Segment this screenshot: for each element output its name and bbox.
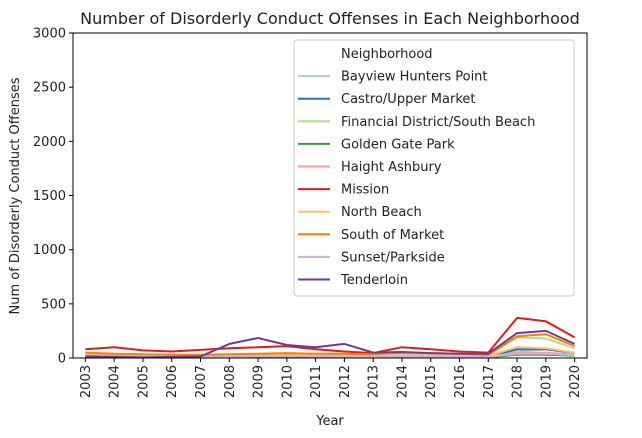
chart-title: Number of Disorderly Conduct Offenses in… xyxy=(80,9,580,28)
x-tick-label: 2018 xyxy=(511,365,526,398)
legend-label-7: South of Market xyxy=(341,228,444,243)
legend-label-2: Financial District/South Beach xyxy=(341,115,535,130)
legend-box xyxy=(293,39,575,297)
legend-title: Neighborhood xyxy=(341,47,433,62)
x-tick-label: 2004 xyxy=(108,365,123,398)
legend-label-3: Golden Gate Park xyxy=(341,137,455,152)
x-tick-label: 2011 xyxy=(309,365,324,398)
x-tick-label: 2012 xyxy=(338,365,353,398)
legend-label-9: Tenderloin xyxy=(340,273,408,288)
legend-label-0: Bayview Hunters Point xyxy=(341,70,488,85)
legend-label-4: Haight Ashbury xyxy=(341,160,442,175)
y-tick-label: 2500 xyxy=(33,81,66,96)
series-line-7 xyxy=(85,333,575,356)
y-tick-label: 2000 xyxy=(33,135,66,150)
x-tick-label: 2005 xyxy=(136,365,151,398)
x-tick-label: 2008 xyxy=(223,365,238,398)
series-line-9 xyxy=(85,329,576,359)
x-tick-label: 2009 xyxy=(252,365,267,398)
y-tick-label: 500 xyxy=(41,297,66,312)
legend-label-1: Castro/Upper Market xyxy=(341,92,476,107)
series-line-5 xyxy=(85,316,576,355)
y-axis-label: Num of Disorderly Conduct Offenses xyxy=(8,77,23,314)
plot-area: 0 500 1000 1500 2000 2500 3000 2003 2004 2005 2006… xyxy=(33,27,588,398)
x-axis-label: Year xyxy=(315,414,344,429)
x-tick-label: 2013 xyxy=(367,365,382,398)
y-tick-label: 1000 xyxy=(33,243,66,258)
x-tick-label: 2014 xyxy=(395,365,410,398)
y-tick-label: 3000 xyxy=(33,27,66,42)
x-tick-label: 2017 xyxy=(482,365,497,398)
x-tick-label: 2006 xyxy=(165,365,180,398)
legend-label-8: Sunset/Parkside xyxy=(341,250,445,265)
legend-label-5: Mission xyxy=(341,183,389,198)
x-tick-label: 2015 xyxy=(424,365,439,398)
legend: Neighborhood Bayview Hunters Point Castro/… xyxy=(293,39,575,297)
x-tick-label: 2019 xyxy=(539,365,554,398)
legend-label-6: North Beach xyxy=(341,205,422,220)
y-tick-label: 0 xyxy=(58,352,66,367)
x-tick-label: 2016 xyxy=(453,365,468,398)
x-tick-label: 2020 xyxy=(568,365,583,398)
x-tick-label: 2010 xyxy=(280,365,295,398)
y-tick-label: 1500 xyxy=(33,189,66,204)
x-tick-label: 2007 xyxy=(194,365,209,398)
x-tick-label: 2003 xyxy=(79,365,94,398)
